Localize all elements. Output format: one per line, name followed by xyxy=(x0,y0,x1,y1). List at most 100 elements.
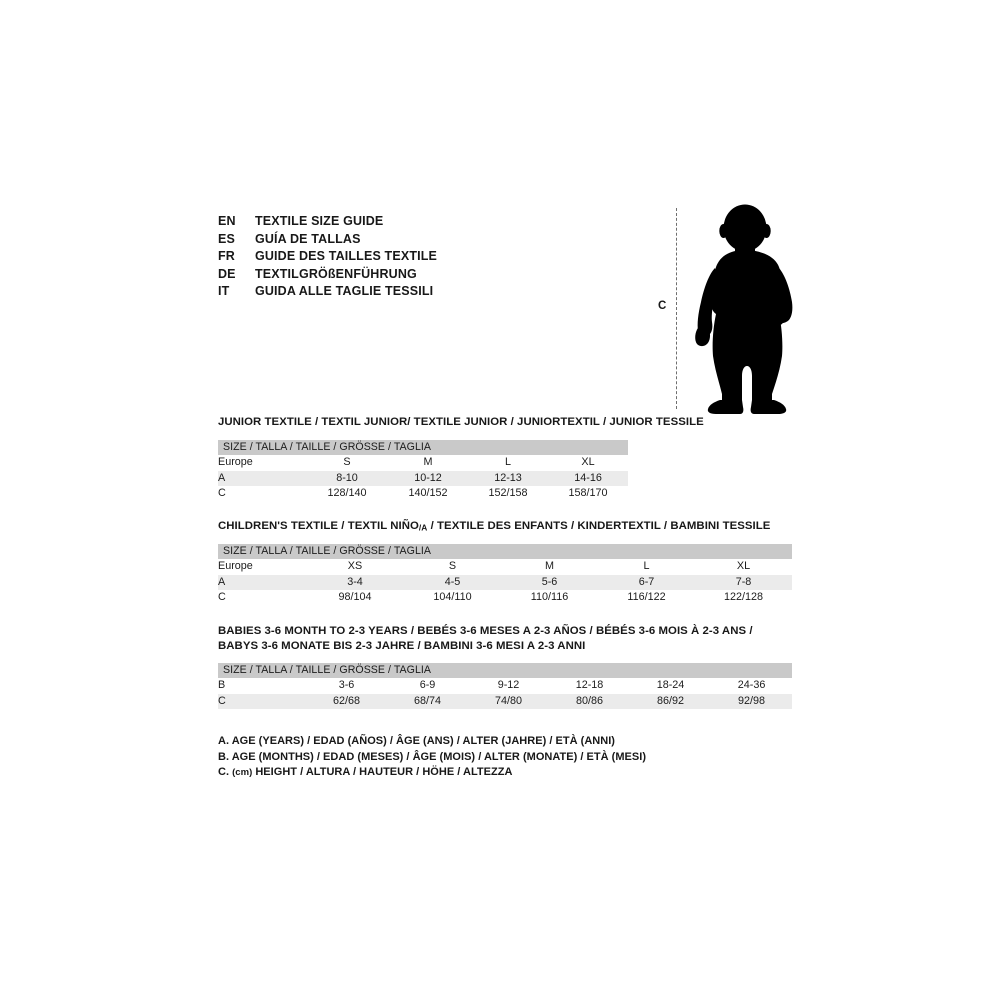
language-code-it: IT xyxy=(218,284,230,298)
babies-row-c-v3: 80/86 xyxy=(549,693,630,709)
language-legend: EN TEXTILE SIZE GUIDE ES GUÍA DE TALLAS … xyxy=(218,214,638,302)
table-row: B 3-6 6-9 9-12 12-18 18-24 24-36 xyxy=(218,678,793,694)
children-row-europe-label: Europe xyxy=(218,559,306,575)
junior-row-a-label: A xyxy=(218,470,306,486)
children-row-a-v4: 7-8 xyxy=(695,574,793,590)
children-section-heading: CHILDREN'S TEXTILE / TEXTIL NIÑO/A / TEX… xyxy=(218,519,770,535)
junior-row-europe-v2: L xyxy=(468,455,548,471)
junior-row-c-v3: 158/170 xyxy=(548,486,629,502)
junior-row-a-v2: 12-13 xyxy=(468,470,548,486)
children-row-europe-v0: XS xyxy=(306,559,404,575)
babies-row-c-v1: 68/74 xyxy=(387,693,468,709)
children-row-c-label: C xyxy=(218,590,306,606)
children-row-europe-v1: S xyxy=(404,559,501,575)
children-row-europe-v3: L xyxy=(598,559,695,575)
junior-row-c-label: C xyxy=(218,486,306,502)
babies-heading-line1: BABIES 3-6 MONTH TO 2-3 YEARS / BEBÉS 3-… xyxy=(218,625,753,637)
junior-row-c-v2: 152/158 xyxy=(468,486,548,502)
babies-row-c-v5: 92/98 xyxy=(711,693,793,709)
babies-row-b-v1: 6-9 xyxy=(387,678,468,694)
children-row-europe-v4: XL xyxy=(695,559,793,575)
junior-table-band-row: SIZE / TALLA / TAILLE / GRÖSSE / TAGLIA xyxy=(218,440,629,455)
junior-row-a-v3: 14-16 xyxy=(548,470,629,486)
children-band-label: SIZE / TALLA / TAILLE / GRÖSSE / TAGLIA xyxy=(218,544,793,559)
children-row-c-v2: 110/116 xyxy=(501,590,598,606)
children-size-table: SIZE / TALLA / TAILLE / GRÖSSE / TAGLIA … xyxy=(218,544,793,606)
babies-row-c-v4: 86/92 xyxy=(630,693,711,709)
language-code-en: EN xyxy=(218,214,236,228)
footnote-c: C. (cm) HEIGHT / ALTURA / HAUTEUR / HÖHE… xyxy=(218,765,738,781)
height-dimension-label: C xyxy=(658,300,667,312)
height-dimension-line xyxy=(676,208,677,409)
language-title-de: TEXTILGRÖßENFÜHRUNG xyxy=(255,266,417,281)
babies-row-b-label: B xyxy=(218,678,306,694)
children-row-c-v0: 98/104 xyxy=(306,590,404,606)
babies-row-c-v0: 62/68 xyxy=(306,693,387,709)
table-row: Europe XS S M L XL xyxy=(218,559,793,575)
junior-row-a-v1: 10-12 xyxy=(388,470,468,486)
footnote-b: B. AGE (MONTHS) / EDAD (MESES) / ÂGE (MO… xyxy=(218,750,646,763)
junior-row-europe-v0: S xyxy=(306,455,388,471)
children-row-a-v0: 3-4 xyxy=(306,574,404,590)
language-row-de: DE TEXTILGRÖßENFÜHRUNG xyxy=(218,267,638,285)
table-row: A 8-10 10-12 12-13 14-16 xyxy=(218,470,629,486)
children-row-a-v3: 6-7 xyxy=(598,574,695,590)
babies-table-band-row: SIZE / TALLA / TAILLE / GRÖSSE / TAGLIA xyxy=(218,663,793,678)
junior-section-heading: JUNIOR TEXTILE / TEXTIL JUNIOR/ TEXTILE … xyxy=(218,416,704,428)
language-title-en: TEXTILE SIZE GUIDE xyxy=(255,214,384,228)
children-row-a-label: A xyxy=(218,574,306,590)
table-row: Europe S M L XL xyxy=(218,455,629,471)
children-row-a-v2: 5-6 xyxy=(501,574,598,590)
footnote-a: A. AGE (YEARS) / EDAD (AÑOS) / ÂGE (ANS)… xyxy=(218,735,615,747)
children-heading-pre: CHILDREN'S TEXTILE / TEXTIL NIÑO xyxy=(218,520,419,532)
language-code-de: DE xyxy=(218,266,236,281)
children-row-c-v3: 116/122 xyxy=(598,590,695,606)
language-title-it: GUIDA ALLE TAGLIE TESSILI xyxy=(255,284,434,298)
junior-row-a-v0: 8-10 xyxy=(306,470,388,486)
junior-row-europe-v3: XL xyxy=(548,455,629,471)
junior-row-europe-label: Europe xyxy=(218,455,306,471)
footnote-c-pre: C. xyxy=(218,766,233,778)
footnote-c-unit: (cm) xyxy=(232,767,253,778)
footnote-legend: A. AGE (YEARS) / EDAD (AÑOS) / ÂGE (ANS)… xyxy=(218,734,738,781)
babies-row-b-v2: 9-12 xyxy=(468,678,549,694)
language-row-en: EN TEXTILE SIZE GUIDE xyxy=(218,214,638,232)
babies-row-b-v5: 24-36 xyxy=(711,678,793,694)
table-row: C 98/104 104/110 110/116 116/122 122/128 xyxy=(218,590,793,606)
children-row-europe-v2: M xyxy=(501,559,598,575)
babies-row-c-v2: 74/80 xyxy=(468,693,549,709)
table-row: C 128/140 140/152 152/158 158/170 xyxy=(218,486,629,502)
language-code-es: ES xyxy=(218,231,235,246)
children-row-c-v4: 122/128 xyxy=(695,590,793,606)
child-silhouette-icon xyxy=(695,204,793,414)
language-title-es: GUÍA DE TALLAS xyxy=(255,231,361,246)
babies-row-b-v4: 18-24 xyxy=(630,678,711,694)
junior-row-c-v0: 128/140 xyxy=(306,486,388,502)
language-code-fr: FR xyxy=(218,249,235,263)
babies-row-c-label: C xyxy=(218,693,306,709)
children-row-a-v1: 4-5 xyxy=(404,574,501,590)
children-heading-post: / TEXTILE DES ENFANTS / KINDERTEXTIL / B… xyxy=(427,520,771,532)
height-figure: C xyxy=(640,200,820,420)
footnote-c-post: HEIGHT / ALTURA / HAUTEUR / HÖHE / ALTEZ… xyxy=(252,766,513,778)
junior-row-europe-v1: M xyxy=(388,455,468,471)
babies-heading-line2: BABYS 3-6 MONATE BIS 2-3 JAHRE / BAMBINI… xyxy=(218,639,586,652)
children-table-band-row: SIZE / TALLA / TAILLE / GRÖSSE / TAGLIA xyxy=(218,544,793,559)
children-heading-sub: /A xyxy=(418,522,428,533)
babies-row-b-v3: 12-18 xyxy=(549,678,630,694)
language-title-fr: GUIDE DES TAILLES TEXTILE xyxy=(255,249,438,263)
junior-band-label: SIZE / TALLA / TAILLE / GRÖSSE / TAGLIA xyxy=(218,440,629,455)
language-row-it: IT GUIDA ALLE TAGLIE TESSILI xyxy=(218,284,638,302)
babies-row-b-v0: 3-6 xyxy=(306,678,387,694)
table-row: A 3-4 4-5 5-6 6-7 7-8 xyxy=(218,574,793,590)
junior-size-table: SIZE / TALLA / TAILLE / GRÖSSE / TAGLIA … xyxy=(218,440,629,502)
table-row: C 62/68 68/74 74/80 80/86 86/92 92/98 xyxy=(218,693,793,709)
babies-band-label: SIZE / TALLA / TAILLE / GRÖSSE / TAGLIA xyxy=(218,663,793,678)
language-row-es: ES GUÍA DE TALLAS xyxy=(218,232,638,250)
children-row-c-v1: 104/110 xyxy=(404,590,501,606)
language-row-fr: FR GUIDE DES TAILLES TEXTILE xyxy=(218,249,638,267)
babies-size-table: SIZE / TALLA / TAILLE / GRÖSSE / TAGLIA … xyxy=(218,663,793,709)
babies-section-heading: BABIES 3-6 MONTH TO 2-3 YEARS / BEBÉS 3-… xyxy=(218,624,753,653)
junior-row-c-v1: 140/152 xyxy=(388,486,468,502)
